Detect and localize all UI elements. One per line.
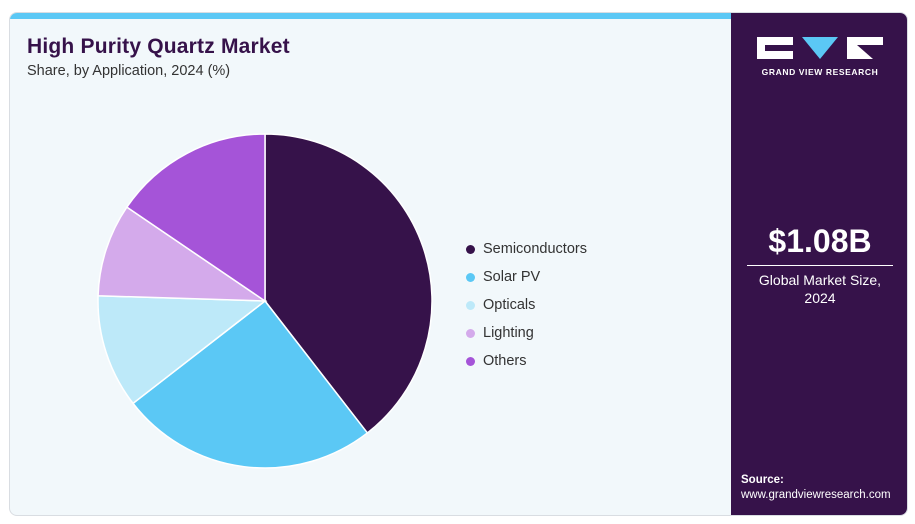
- legend-swatch: [466, 300, 475, 310]
- info-sidebar: GRAND VIEW RESEARCH $1.08B Global Market…: [731, 13, 907, 515]
- legend-item-others: Others: [466, 347, 587, 375]
- pie-chart: [97, 133, 433, 469]
- chart-title: High Purity Quartz Market: [27, 35, 290, 58]
- divider: [747, 265, 893, 266]
- pie-slice-others: [125, 133, 266, 303]
- source-label: Source:: [741, 474, 784, 486]
- legend-label: Semiconductors: [483, 241, 587, 257]
- legend-swatch: [466, 272, 475, 282]
- legend-swatch: [466, 356, 475, 366]
- market-size-caption: Global Market Size, 2024: [731, 271, 907, 307]
- legend-swatch: [466, 244, 475, 254]
- accent-bar: [10, 13, 731, 19]
- grand-view-research-logo: [757, 37, 883, 59]
- chart-card: High Purity Quartz Market Share, by Appl…: [9, 12, 908, 516]
- market-caption-line1: Global Market Size,: [758, 272, 882, 288]
- chart-subtitle: Share, by Application, 2024 (%): [27, 63, 231, 79]
- market-caption-line2: 2024: [804, 290, 836, 306]
- legend-item-lighting: Lighting: [466, 319, 587, 347]
- legend-item-semiconductors: Semiconductors: [466, 235, 587, 263]
- pie-slice-semiconductors: [264, 133, 433, 435]
- legend-label: Opticals: [483, 297, 536, 313]
- pie-slice-opticals: [97, 294, 268, 405]
- pie-slice-solar-pv: [131, 299, 369, 469]
- legend-label: Lighting: [483, 325, 534, 341]
- pie-slice-lighting: [97, 206, 268, 302]
- chart-legend: Semiconductors Solar PV Opticals Lighting Ot…: [466, 235, 587, 375]
- legend-item-solar-pv: Solar PV: [466, 263, 587, 291]
- legend-item-opticals: Opticals: [466, 291, 587, 319]
- source-link[interactable]: www.grandviewresearch.com: [741, 489, 891, 501]
- market-size-value: $1.08B: [768, 223, 872, 259]
- legend-swatch: [466, 328, 475, 338]
- legend-label: Solar PV: [483, 269, 541, 285]
- logo-text: GRAND VIEW RESEARCH: [761, 67, 879, 77]
- legend-label: Others: [483, 353, 527, 369]
